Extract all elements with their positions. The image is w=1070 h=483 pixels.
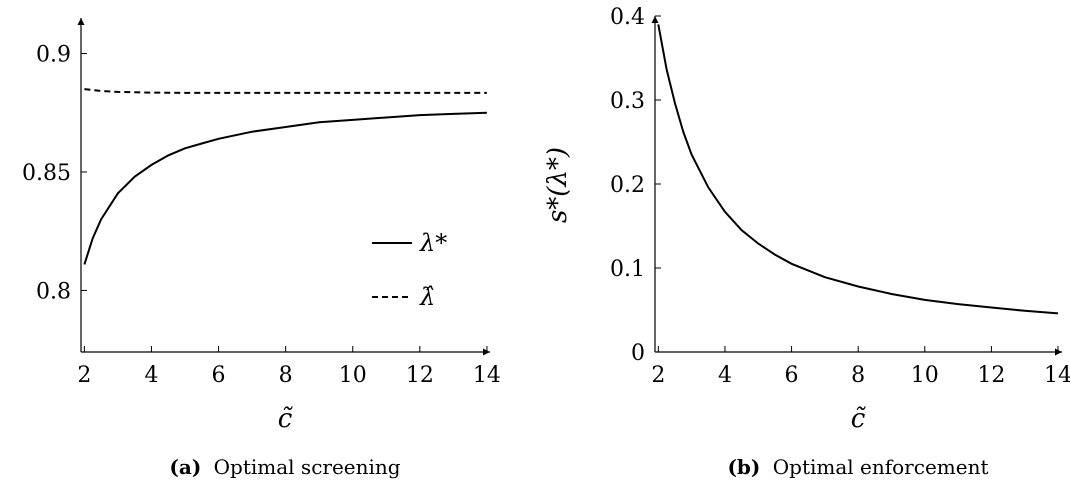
panel-b-x-tick-label: 6 xyxy=(785,363,799,388)
panel-b-x-label: c̃ xyxy=(851,404,867,434)
panel-b-y-tick-label: 0.2 xyxy=(610,173,645,198)
panel-a-y-arrow xyxy=(77,18,85,25)
panel-b-x-tick-label: 8 xyxy=(851,363,865,388)
panel-b-series-s-star-line xyxy=(657,24,1059,315)
panel-b-y-tick-label: 0 xyxy=(631,341,645,366)
panel-a-x-tick-label: 6 xyxy=(212,363,226,388)
panel-a-caption: (a) Optimal screening xyxy=(169,455,400,479)
panel-a-x-tick-label: 12 xyxy=(406,363,434,388)
panel-a-caption-text: Optimal screening xyxy=(214,455,401,479)
panel-b-y-tick-label: 0.3 xyxy=(610,89,645,114)
panel-a-series-lambda-star-line xyxy=(83,111,487,265)
panel-b-caption-prefix: (b) xyxy=(727,455,760,479)
panel-a-y-tick-label: 0.9 xyxy=(36,43,71,68)
panel-b-y-tick-label: 0.1 xyxy=(610,257,645,282)
panel-a-y-tick-label: 0.8 xyxy=(36,279,71,304)
panel-a-x-tick-label: 2 xyxy=(77,363,91,388)
legend-label-lambda-hat: λ̂ xyxy=(419,283,435,311)
panel-b-y-arrow xyxy=(651,16,659,23)
panel-a-caption-prefix: (a) xyxy=(169,455,201,479)
panel-a-series-lambda-hat-line xyxy=(84,88,487,94)
panel-b-x-tick-label: 2 xyxy=(651,363,665,388)
panel-b-x-tick-label: 10 xyxy=(911,363,939,388)
panel-b-x-tick-label: 4 xyxy=(718,363,732,388)
panel-b-caption-text: Optimal enforcement xyxy=(773,455,989,479)
panel-b: 2 4 6 8 10 12 14 0 0.1 0.2 0.3 0.4 s*(λ*) c̃ (b) Op… xyxy=(543,5,1070,479)
panel-a-x-tick-label: 8 xyxy=(279,363,293,388)
panel-b-y-tick-label: 0.4 xyxy=(610,5,645,30)
panel-a-x-label: c̃ xyxy=(278,404,294,434)
panel-a-x-tick-label: 4 xyxy=(144,363,158,388)
panel-b-caption: (b) Optimal enforcement xyxy=(727,455,988,479)
panel-b-x-tick-label: 14 xyxy=(1044,363,1070,388)
panel-a: 2 4 6 8 10 12 14 0.8 0.85 0.9 λ* λ̂ c̃ (a) Optima… xyxy=(22,18,501,479)
panel-b-y-label: s*(λ*) xyxy=(543,147,573,223)
panel-a-y-tick-label: 0.85 xyxy=(22,161,71,186)
legend-label-lambda-star: λ* xyxy=(419,229,447,257)
panel-a-x-tick-label: 14 xyxy=(473,363,501,388)
panel-b-x-tick-label: 12 xyxy=(977,363,1005,388)
panel-a-legend: λ* λ̂ xyxy=(372,229,447,311)
panel-a-x-tick-label: 10 xyxy=(339,363,367,388)
